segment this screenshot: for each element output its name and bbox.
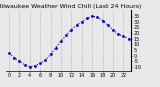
Title: Milwaukee Weather Wind Chill (Last 24 Hours): Milwaukee Weather Wind Chill (Last 24 Ho… (0, 4, 141, 9)
